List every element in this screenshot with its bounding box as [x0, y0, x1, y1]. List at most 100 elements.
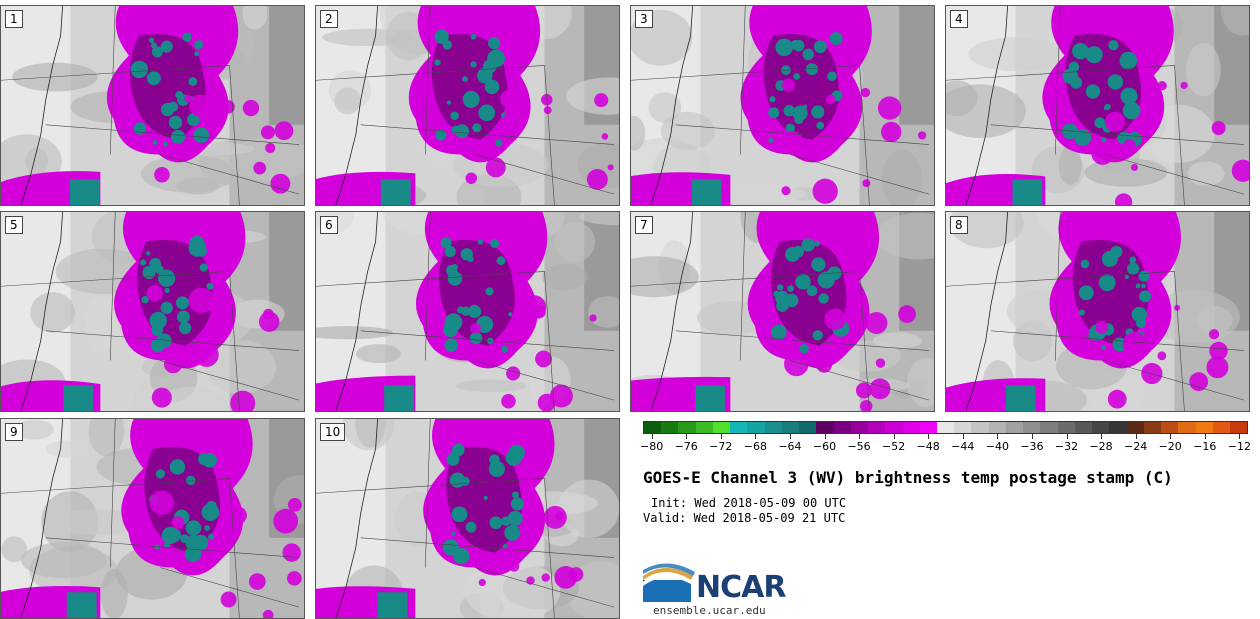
colorbar-tick	[686, 434, 688, 439]
colorbar-tick-label: −28	[1089, 440, 1113, 453]
colorbar-segment	[1109, 422, 1127, 433]
panel-label: 7	[635, 216, 653, 234]
colorbar-tick	[824, 434, 826, 439]
colorbar-segment	[712, 422, 731, 433]
colorbar-tick	[789, 434, 791, 439]
colorbar-tick-label: −56	[847, 440, 871, 453]
colorbar-segment	[885, 422, 903, 433]
colorbar-segment	[1126, 422, 1144, 433]
wv-imagery	[1, 419, 304, 618]
colorbar-tick	[1135, 434, 1137, 439]
colorbar-segment	[1229, 422, 1248, 433]
colorbar-tick-label: −76	[674, 440, 698, 453]
colorbar-tick	[1239, 434, 1241, 439]
colorbar-segment	[1161, 422, 1179, 433]
panel-label: 6	[320, 216, 338, 234]
map-panel-10: 10	[315, 418, 620, 619]
colorbar-segment	[781, 422, 800, 433]
colorbar-ticks: −80 −76 −72 −68 −64 −60 −56 −52 −48 −44 −40 −36 −32−…	[640, 434, 1251, 454]
colorbar-tick-label: −72	[709, 440, 733, 453]
colorbar-segment	[661, 422, 679, 433]
colorbar-segment	[902, 422, 920, 433]
colorbar-segment	[1040, 422, 1058, 433]
colorbar-segment	[988, 422, 1006, 433]
panel-label: 10	[320, 423, 346, 441]
map-panel-3: 3	[630, 5, 935, 206]
colorbar-segment	[971, 422, 989, 433]
colorbar-segment	[644, 422, 662, 433]
panel-label: 5	[5, 216, 23, 234]
colorbar-segment	[919, 422, 937, 433]
colorbar-segment	[678, 422, 696, 433]
colorbar-tick	[755, 434, 757, 439]
colorbar-tick	[720, 434, 722, 439]
figure-title: GOES-E Channel 3 (WV) brightness temp po…	[643, 468, 1173, 487]
colorbar-segment	[816, 422, 834, 433]
colorbar-segment	[1023, 422, 1041, 433]
colorbar-segment	[1005, 422, 1024, 433]
init-time: Init: Wed 2018-05-09 00 UTC	[651, 496, 847, 510]
colorbar-segment	[1195, 422, 1213, 433]
colorbar-tick	[1170, 434, 1172, 439]
panel-label: 9	[5, 423, 23, 441]
colorbar-tick	[1101, 434, 1103, 439]
colorbar-segment	[1092, 422, 1110, 433]
colorbar-tick	[859, 434, 861, 439]
colorbar-segment	[1074, 422, 1093, 433]
map-panel-1: 1	[0, 5, 305, 206]
colorbar-segment	[936, 422, 955, 433]
colorbar-segment	[764, 422, 782, 433]
colorbar-tick-label: −40	[985, 440, 1009, 453]
map-panel-9: 9	[0, 418, 305, 619]
colorbar-segment	[1212, 422, 1230, 433]
map-panel-6: 6	[315, 211, 620, 412]
wv-imagery	[316, 6, 619, 205]
colorbar-segment	[868, 422, 886, 433]
colorbar-segment	[747, 422, 765, 433]
colorbar-tick-label: −68	[743, 440, 767, 453]
colorbar-segment	[695, 422, 713, 433]
map-panel-4: 4	[945, 5, 1250, 206]
colorbar-segment	[1143, 422, 1162, 433]
ncar-logo-icon	[643, 563, 695, 602]
wv-imagery	[631, 6, 934, 205]
colorbar-segment	[850, 422, 869, 433]
colorbar-segment	[730, 422, 748, 433]
colorbar-tick	[928, 434, 930, 439]
colorbar	[643, 421, 1248, 434]
colorbar-tick-label: −64	[778, 440, 802, 453]
colorbar-segment	[1178, 422, 1196, 433]
panel-label: 3	[635, 10, 653, 28]
colorbar-tick	[893, 434, 895, 439]
colorbar-tick-label: −44	[951, 440, 975, 453]
map-panel-2: 2	[315, 5, 620, 206]
wv-imagery	[316, 212, 619, 411]
logo-name: NCAR	[696, 570, 786, 605]
map-panel-5: 5	[0, 211, 305, 412]
colorbar-tick-label: −60	[812, 440, 837, 453]
colorbar-tick-label: −32	[1054, 440, 1079, 453]
wv-imagery	[946, 6, 1249, 205]
panel-label: 8	[950, 216, 968, 234]
colorbar-segment	[954, 422, 972, 433]
colorbar-tick	[997, 434, 999, 439]
panel-label: 1	[5, 10, 23, 28]
map-panel-7: 7	[630, 211, 935, 412]
logo-url: ensemble.ucar.edu	[653, 604, 766, 617]
panel-label: 2	[320, 10, 338, 28]
colorbar-segment	[1057, 422, 1075, 433]
colorbar-tick-label: −12	[1227, 440, 1251, 453]
wv-imagery	[1, 6, 304, 205]
panel-label: 4	[950, 10, 968, 28]
valid-time: Valid: Wed 2018-05-09 21 UTC	[643, 511, 846, 525]
wv-imagery	[316, 419, 619, 618]
colorbar-segment	[799, 422, 817, 433]
colorbar-tick-label: −24	[1124, 440, 1148, 453]
colorbar-tick	[962, 434, 964, 439]
colorbar-tick-label: −48	[916, 440, 940, 453]
colorbar-tick-label: −80	[640, 440, 664, 453]
colorbar-tick	[1204, 434, 1206, 439]
wv-imagery	[1, 212, 304, 411]
wv-imagery	[631, 212, 934, 411]
wv-imagery	[946, 212, 1249, 411]
